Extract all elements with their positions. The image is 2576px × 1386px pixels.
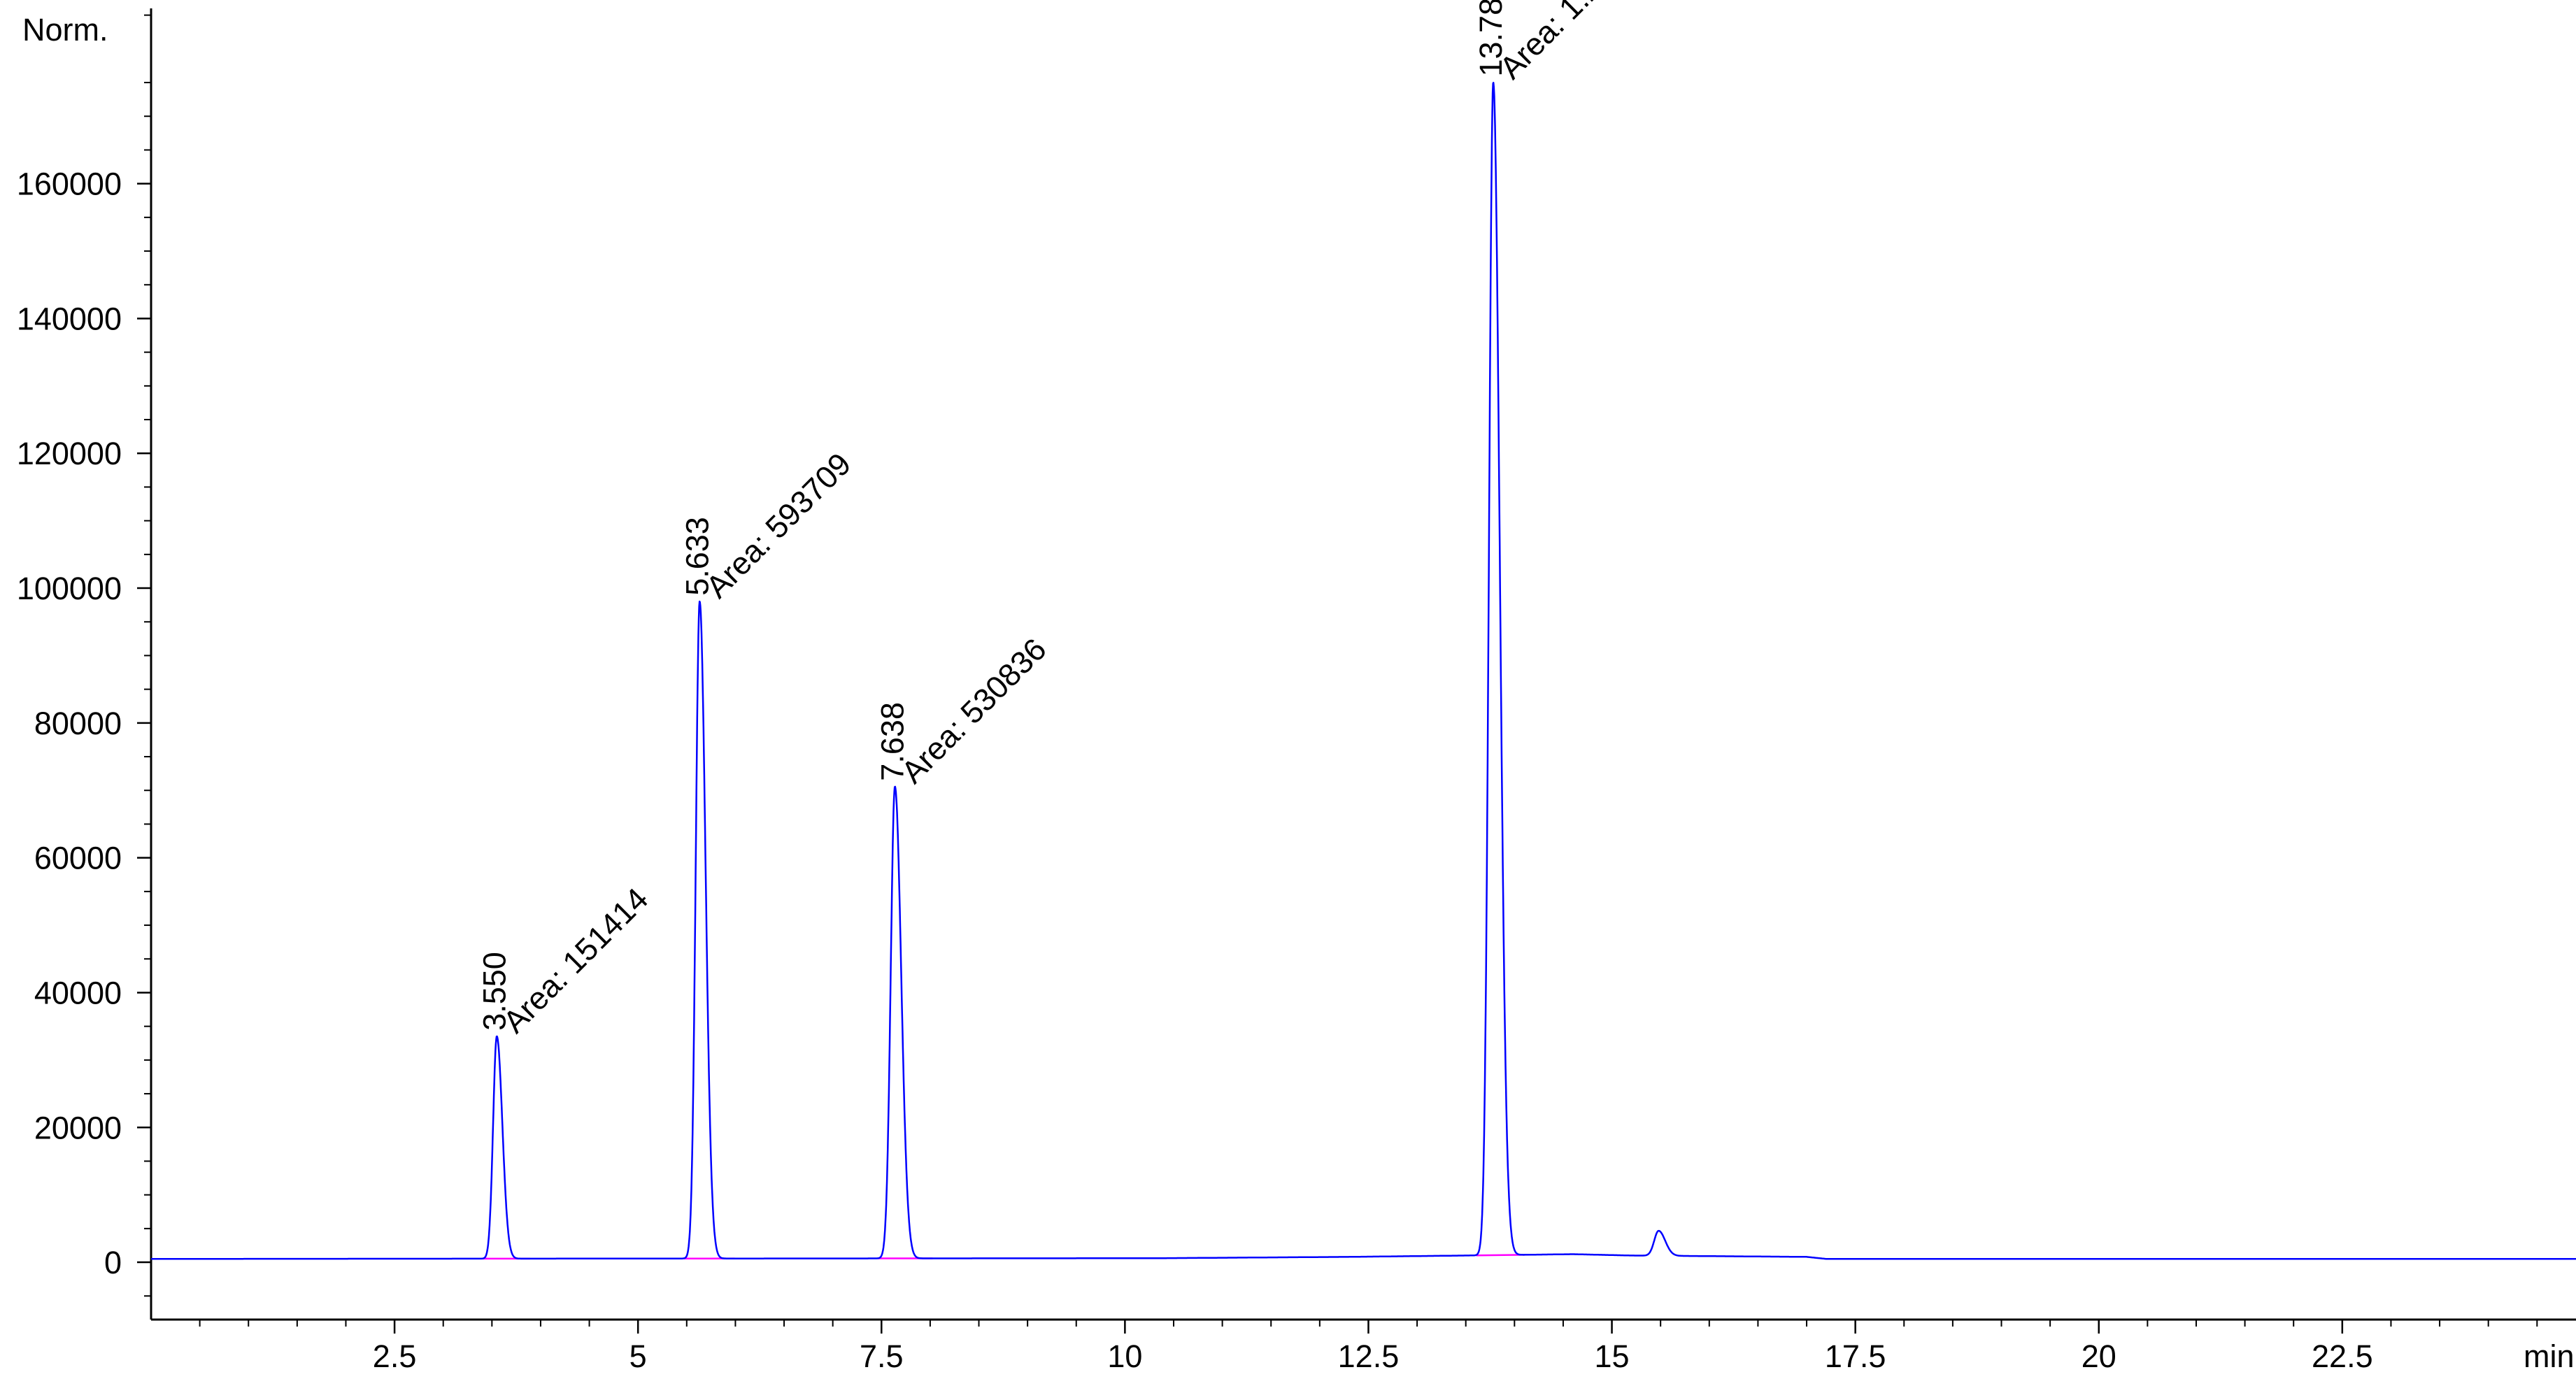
y-tick-label: 80000 — [34, 706, 122, 741]
peak-area-label: Area: 1.22597e+006 — [1493, 0, 1720, 86]
x-tick-label: 7.5 — [860, 1338, 904, 1374]
peak-area-label: Area: 593709 — [699, 446, 858, 605]
peak-area-label: Area: 151414 — [496, 881, 655, 1040]
minor-ticks — [144, 14, 2538, 1327]
axes — [150, 8, 2576, 1321]
y-tick-label: 140000 — [17, 301, 122, 336]
x-tick-label: 15 — [1595, 1338, 1630, 1374]
peak-retention-time-label: 7.638 — [875, 702, 911, 781]
x-tick-label: 10 — [1107, 1338, 1142, 1374]
y-tick-label: 40000 — [34, 975, 122, 1010]
peak-area-label: Area: 530836 — [895, 631, 1053, 790]
signal-trace — [150, 82, 2576, 1260]
x-tick-label: 20 — [2082, 1338, 2116, 1374]
peak-retention-time-label: 3.550 — [476, 952, 512, 1031]
x-tick-label: 2.5 — [373, 1338, 417, 1374]
peak-retention-time-label: 13.782 — [1473, 0, 1509, 77]
x-axis-title: min — [2524, 1338, 2575, 1374]
y-tick-label: 0 — [104, 1245, 122, 1280]
x-ticks: 2.5 5 7.5 10 12.5 15 17.5 20 22.5 — [373, 1320, 2373, 1374]
x-tick-label: 22.5 — [2312, 1338, 2373, 1374]
x-tick-label: 12.5 — [1338, 1338, 1400, 1374]
y-tick-label: 60000 — [34, 841, 122, 876]
x-tick-label: 17.5 — [1825, 1338, 1886, 1374]
peak-retention-time-label: 5.633 — [679, 517, 715, 596]
y-axis-title: Norm. — [22, 12, 108, 48]
x-tick-label: 5 — [629, 1338, 647, 1374]
y-tick-label: 160000 — [17, 166, 122, 202]
y-tick-label: 20000 — [34, 1110, 122, 1145]
y-ticks: 0 20000 40000 60000 80000 100000 120000 140000 1… — [17, 166, 151, 1280]
y-tick-label: 100000 — [17, 571, 122, 606]
y-tick-label: 120000 — [17, 436, 122, 471]
